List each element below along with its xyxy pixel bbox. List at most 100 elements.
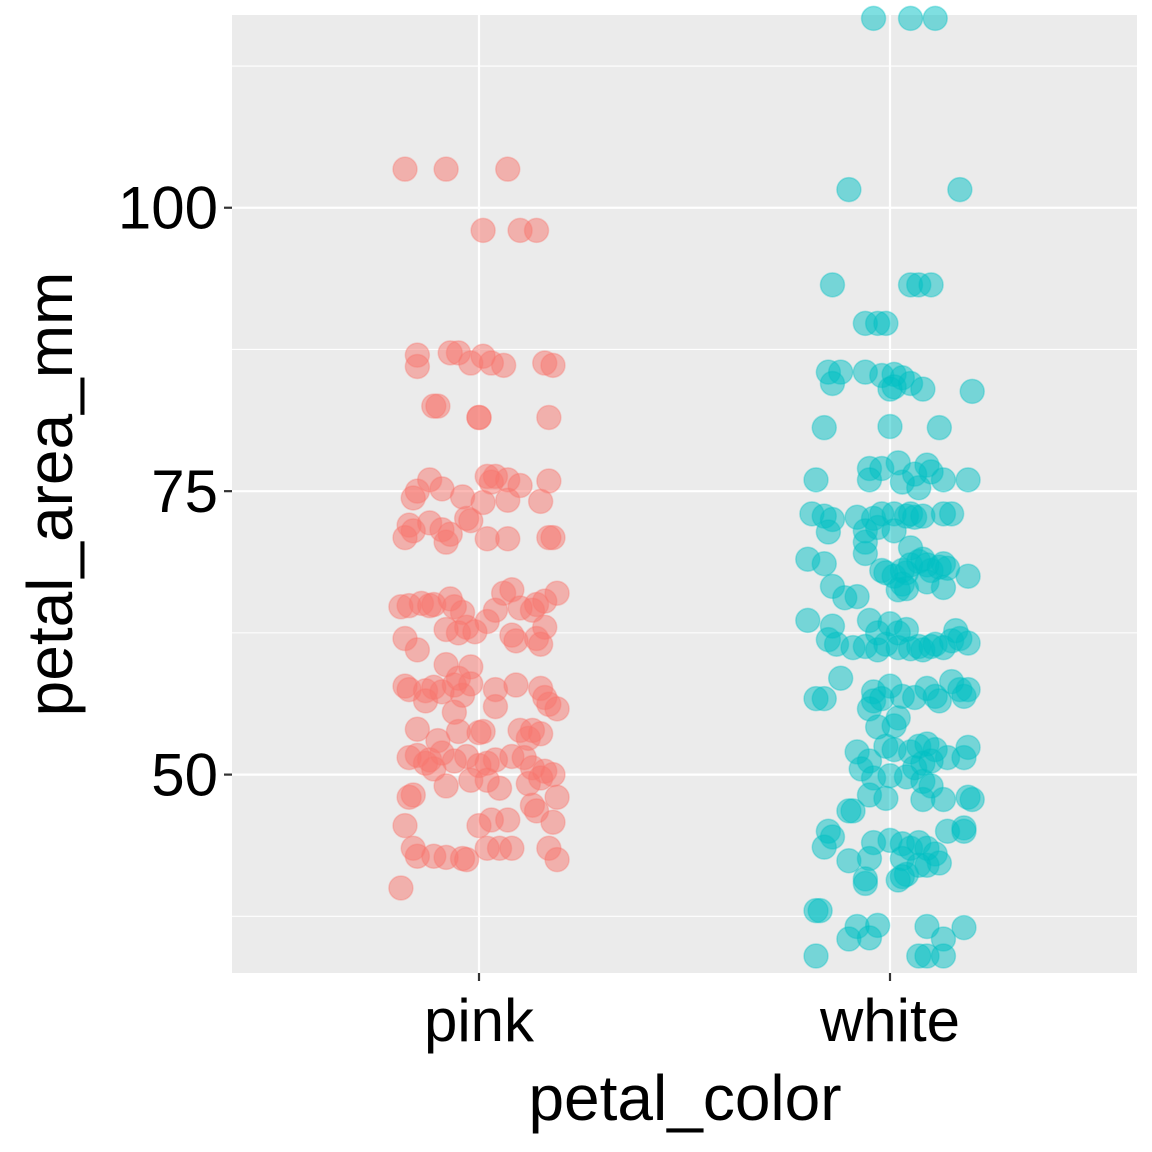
grid-lines [232, 15, 1137, 973]
data-point [930, 574, 957, 601]
data-point [400, 485, 426, 511]
data-point [540, 352, 566, 379]
data-point [470, 489, 496, 516]
data-point [955, 734, 981, 761]
data-point [918, 272, 944, 298]
data-point [536, 404, 562, 431]
data-point [914, 852, 940, 879]
data-point [827, 665, 854, 691]
data-point [852, 870, 879, 897]
data-point [819, 272, 846, 298]
data-point [938, 501, 965, 527]
data-point [943, 617, 969, 644]
data-point [959, 786, 985, 813]
data-point [470, 718, 496, 745]
data-point [421, 756, 447, 782]
data-point [544, 846, 570, 873]
data-point [951, 914, 977, 941]
data-point [951, 818, 977, 845]
data-point [815, 519, 842, 545]
data-point [433, 156, 459, 182]
data-point [856, 467, 883, 493]
data-point [495, 807, 521, 833]
data-point [392, 812, 418, 839]
data-point [860, 5, 887, 32]
data-point [519, 597, 546, 623]
data-point [807, 897, 833, 924]
data-point [392, 524, 418, 551]
data-point [433, 616, 459, 643]
data-point [951, 683, 977, 710]
data-points [388, 5, 985, 969]
data-point [412, 688, 439, 714]
data-point [404, 716, 431, 742]
data-point [873, 310, 899, 337]
data-point [959, 378, 985, 405]
data-point [453, 846, 480, 873]
data-point [873, 785, 899, 812]
data-point [795, 607, 821, 634]
data-point [388, 875, 414, 901]
data-point [877, 413, 903, 440]
data-point [897, 5, 924, 32]
data-point [910, 376, 936, 402]
data-point [486, 775, 513, 801]
data-point [885, 577, 911, 603]
data-point [803, 467, 829, 493]
data-point [462, 618, 488, 645]
data-point [544, 580, 570, 606]
data-point [527, 631, 554, 657]
data-point [836, 798, 862, 824]
data-point [803, 943, 829, 969]
data-point [527, 765, 554, 791]
plot-panel [232, 15, 1137, 973]
data-point [885, 867, 911, 893]
y-tick-label: 75 [151, 458, 218, 525]
data-point [396, 784, 422, 811]
data-point [947, 176, 973, 203]
data-point [901, 461, 928, 487]
data-point [811, 414, 837, 441]
data-point [392, 156, 418, 182]
data-point [819, 370, 846, 397]
data-point [482, 693, 509, 720]
data-point [470, 217, 496, 244]
data-point [930, 467, 957, 493]
x-axis-title: petal_color [528, 1062, 841, 1134]
series-white [795, 5, 985, 969]
data-point [536, 524, 562, 551]
data-point [930, 786, 957, 813]
data-point [495, 526, 521, 552]
data-point [527, 721, 554, 747]
data-point [503, 672, 529, 698]
data-point [421, 393, 447, 419]
data-point [495, 487, 521, 513]
data-point [540, 809, 566, 835]
data-point [881, 518, 907, 544]
data-point [437, 521, 463, 547]
data-point [881, 374, 907, 400]
x-tick-label: pink [424, 987, 535, 1054]
data-point [527, 488, 554, 515]
y-tick-label: 50 [151, 742, 218, 809]
data-point [930, 943, 957, 969]
data-point [852, 540, 879, 567]
data-point [503, 628, 529, 654]
data-point [885, 620, 911, 646]
data-point [544, 784, 570, 811]
data-point [544, 696, 570, 722]
data-point [495, 156, 521, 182]
data-point [955, 467, 981, 493]
data-point [404, 353, 431, 380]
data-point [926, 414, 953, 441]
data-point [832, 584, 858, 611]
data-point [458, 507, 484, 534]
axes: 50 75 100 pink white [118, 175, 960, 1054]
data-point [404, 637, 431, 663]
data-point [433, 773, 459, 799]
data-point [811, 834, 837, 860]
data-point [836, 176, 862, 203]
y-tick-label: 100 [118, 175, 218, 242]
data-point [955, 563, 981, 589]
